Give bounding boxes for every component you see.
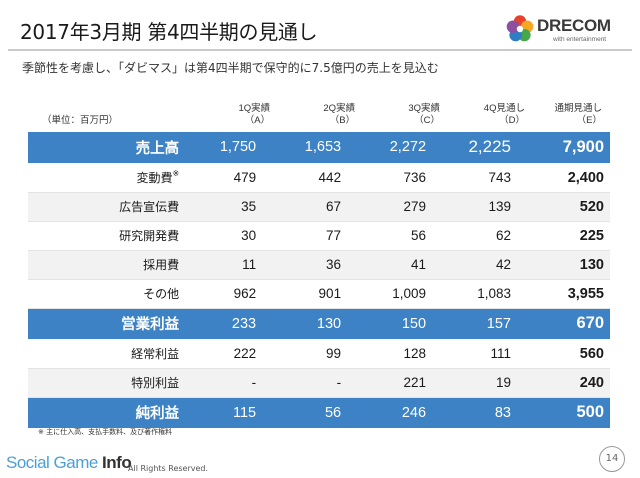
table-row: 広告宣伝費 35 67 279 139 520 [28,192,610,222]
table-row: 採用費 11 36 41 42 130 [28,250,610,280]
column-header-full-year: 通期見通し （E） [554,103,602,126]
table-row: 変動費※ 479 442 736 743 2,400 [28,163,610,193]
table-cell: 83 [440,397,525,429]
table-cell: 150 [355,308,441,340]
table-cell: 442 [270,163,356,193]
logo-tagline: with entertainment [553,36,607,43]
table-cell: 901 [270,279,356,309]
table-cell: 962 [185,279,271,309]
table-row: 特別利益 - -221 19 240 [28,368,610,398]
table-cell: 279 [355,192,441,222]
table-cell: 736 [355,163,441,193]
table-cell: 233 [185,308,271,340]
table-header-row: （単位：百万円） 1Q実績 （A） 2Q実績 （B） 3Q実績 （C） 4Q見通し （D… [28,97,610,132]
row-label: 売上高 [28,132,186,164]
table-cell: 62 [440,221,525,251]
logo-petal [506,20,520,33]
copyright-notice: All Rights Reserved. [128,464,209,473]
row-label: 純利益 [28,397,186,429]
table-cell: 222 [185,339,271,369]
column-header-3q: 3Q実績 （C） [408,103,441,126]
table-cell: 67 [270,192,356,222]
page-number: 14 [599,446,625,472]
table-cell: 2,272 [355,132,441,164]
table-cell: 139 [440,192,525,222]
note-marker: ※ [172,169,180,178]
table-cell: 128 [355,339,441,369]
table-row: 研究開発費 30 77 56 62 225 [28,221,610,251]
table-cell: 42 [440,250,525,280]
table-cell: 77 [270,221,356,251]
table-cell: 500 [524,397,610,429]
row-label: 変動費※ [28,163,186,193]
table-cell: 7,900 [524,132,610,164]
table-cell: 99 [270,339,356,369]
row-label: 営業利益 [28,308,186,340]
logo-wordmark: DRECOM [537,16,611,35]
table-cell: - [270,368,356,398]
table-cell: 1,083 [440,279,525,309]
table-cell: 130 [524,250,610,280]
logo-petal [518,28,531,42]
table-cell: 56 [355,221,441,251]
drecom-flower-icon [506,15,534,42]
table-row: 純利益 115 56 246 83 500 [28,397,610,429]
drecom-logo: DRECOM with entertainment [505,14,625,46]
table-row: その他 962 901 1,009 1,083 3,955 [28,279,610,309]
row-label: 広告宣伝費 [28,192,186,222]
table-cell: 36 [270,250,356,280]
table-cell: 11 [185,250,271,280]
row-label: 研究開発費 [28,221,186,251]
column-header-1q: 1Q実績 （A） [238,103,271,126]
table-cell: 240 [524,368,610,398]
unit-label: （単位：百万円） [42,115,119,126]
table-cell: 479 [185,163,271,193]
row-label: その他 [28,279,186,309]
table-row: 営業利益 233 130 150 157 670 [28,308,610,340]
table-cell: 221 [355,368,441,398]
slide-subtitle: 季節性を考慮し、「ダビマス」は第4四半期で保守的に7.5億円の売上を見込む [22,61,439,75]
table-cell: 1,750 [185,132,271,164]
column-header-4q: 4Q見通し （D） [483,103,525,126]
table-cell: 2,225 [440,132,525,164]
table-cell: 1,653 [270,132,356,164]
table-cell: 560 [524,339,610,369]
table-cell: 225 [524,221,610,251]
table-cell: 743 [440,163,525,193]
row-label: 採用費 [28,250,186,280]
table-cell: 1,009 [355,279,441,309]
table-cell: 246 [355,397,441,429]
table-row: 売上高 1,750 1,653 2,272 2,225 7,900 [28,132,610,164]
forecast-table: （単位：百万円） 1Q実績 （A） 2Q実績 （B） 3Q実績 （C） 4Q見通し （D… [28,97,610,429]
slide-title: 2017年3月期 第4四半期の見通し [20,20,318,44]
column-header-2q: 2Q実績 （B） [323,103,356,126]
table-cell: - [185,368,271,398]
table-cell: 670 [524,308,610,340]
table-cell: 520 [524,192,610,222]
table-cell: 3,955 [524,279,610,309]
table-cell: 41 [355,250,441,280]
table-row: 経常利益 222 99 128 111 560 [28,339,610,369]
table-cell: 19 [440,368,525,398]
table-cell: 111 [440,339,525,369]
title-divider [8,49,632,51]
table-cell: 35 [185,192,271,222]
table-cell: 130 [270,308,356,340]
table-cell: 56 [270,397,356,429]
table-cell: 30 [185,221,271,251]
table-cell: 115 [185,397,271,429]
row-label: 経常利益 [28,339,186,369]
table-cell: 157 [440,308,525,340]
social-game-info-watermark: Social Game Info [6,453,132,472]
row-label: 特別利益 [28,368,186,398]
footnote: ※ 主に仕入高、支払手数料、及び著作権料 [38,428,173,436]
table-cell: 2,400 [524,163,610,193]
